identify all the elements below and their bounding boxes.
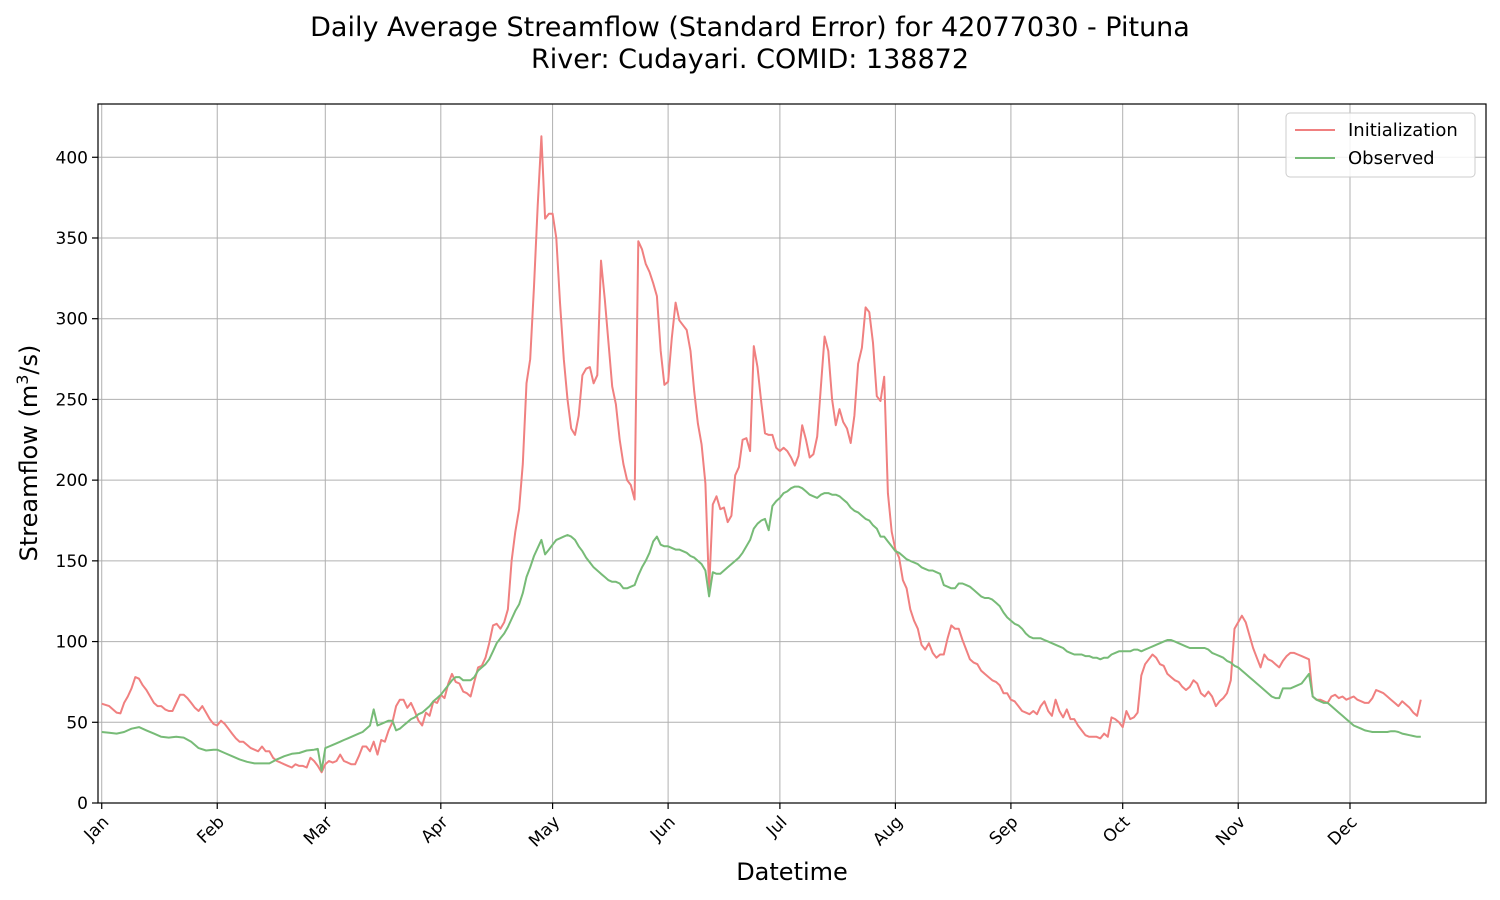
legend-label-initialization: Initialization: [1348, 120, 1458, 141]
legend-label-observed: Observed: [1348, 148, 1435, 169]
y-tick-label: 250: [56, 390, 88, 410]
x-axis-label: Datetime: [736, 858, 848, 886]
chart-title-line-2: River: Cudayari. COMID: 138872: [531, 44, 969, 75]
x-tick-label-dec: Dec: [1324, 812, 1361, 849]
series-line-observed: [101, 485, 1421, 772]
x-tick-label-jun: Jun: [646, 812, 680, 846]
series-line-initialization: [101, 135, 1422, 774]
x-tick-label-jan: Jan: [80, 812, 113, 845]
y-tick-label: 200: [56, 471, 88, 491]
x-tick-label-apr: Apr: [417, 812, 452, 847]
x-tick-label-sep: Sep: [986, 812, 1023, 849]
y-tick-label: 400: [56, 148, 88, 168]
y-tick-label: 150: [56, 552, 88, 572]
x-tick-label-may: May: [525, 812, 564, 851]
x-tick-label-oct: Oct: [1099, 812, 1134, 847]
x-tick-label-feb: Feb: [193, 812, 228, 847]
y-tick-label: 50: [66, 713, 88, 733]
chart-title-line-1: Daily Average Streamflow (Standard Error…: [310, 12, 1190, 43]
y-axis-label: Streamflow (m3/s): [13, 345, 43, 562]
x-tick-label-jul: Jul: [762, 812, 791, 841]
axis-ticks: 0 50 100 150 200 250 300 350 400 Jan Feb Mar Apr May J…: [56, 148, 1362, 851]
plot-frame: [97, 103, 1487, 804]
legend: Initialization Observed: [1285, 112, 1476, 178]
x-tick-label-aug: Aug: [869, 812, 907, 850]
y-tick-label: 100: [56, 633, 88, 653]
y-tick-label: 0: [77, 794, 88, 814]
x-tick-label-nov: Nov: [1212, 812, 1250, 850]
y-tick-label: 350: [56, 229, 88, 249]
series-lines: [101, 135, 1422, 774]
y-tick-label: 300: [56, 310, 88, 330]
x-tick-label-mar: Mar: [300, 812, 337, 849]
grid: [98, 104, 1486, 804]
